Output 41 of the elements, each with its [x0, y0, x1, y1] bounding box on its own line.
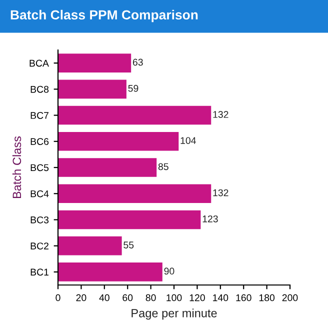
x-tick-label: 160	[236, 294, 252, 302]
y-axis-title: Batch Class	[12, 136, 22, 198]
x-tick-label: 0	[56, 294, 60, 302]
data-label: 63	[132, 58, 143, 66]
x-axis-title: Page per minute	[132, 308, 217, 320]
y-tick-label: BC7	[30, 112, 48, 119]
bar	[58, 184, 212, 204]
y-tick-label: BC1	[30, 268, 48, 276]
y-tick-label: BC4	[30, 190, 49, 198]
data-label: 132	[213, 189, 228, 196]
y-tick-label: BCA	[30, 60, 49, 67]
bar	[58, 106, 212, 125]
y-tick-label: BC3	[30, 216, 49, 224]
bar	[58, 262, 162, 282]
chart-title: Batch Class PPM Comparison	[10, 10, 198, 22]
x-tick-label: 200	[282, 294, 298, 302]
x-tick-label: 40	[99, 294, 110, 302]
x-tick-label: 120	[190, 294, 205, 302]
bar	[58, 54, 132, 72]
y-tick-label: BC8	[30, 86, 49, 93]
bar	[58, 210, 201, 230]
x-tick-label: 60	[122, 294, 133, 302]
x-tick-label: 180	[259, 294, 275, 302]
data-label: 104	[180, 137, 196, 144]
data-label: 55	[124, 242, 134, 248]
bar	[58, 80, 126, 99]
y-tick-label: BC2	[30, 242, 48, 250]
bar	[58, 132, 179, 151]
x-tick-label: 140	[213, 294, 228, 302]
y-tick-label: BC5	[30, 164, 49, 172]
x-tick-label: 100	[166, 294, 182, 302]
bar	[58, 236, 122, 256]
x-tick-label: 20	[76, 294, 86, 302]
data-label: 85	[158, 163, 168, 170]
x-tick-label: 80	[146, 294, 156, 302]
data-label: 59	[128, 84, 138, 92]
data-label: 90	[164, 268, 174, 275]
y-tick-label: BC6	[30, 138, 49, 146]
data-label: 132	[213, 111, 228, 118]
bar	[58, 158, 157, 177]
data-label: 123	[202, 215, 218, 222]
